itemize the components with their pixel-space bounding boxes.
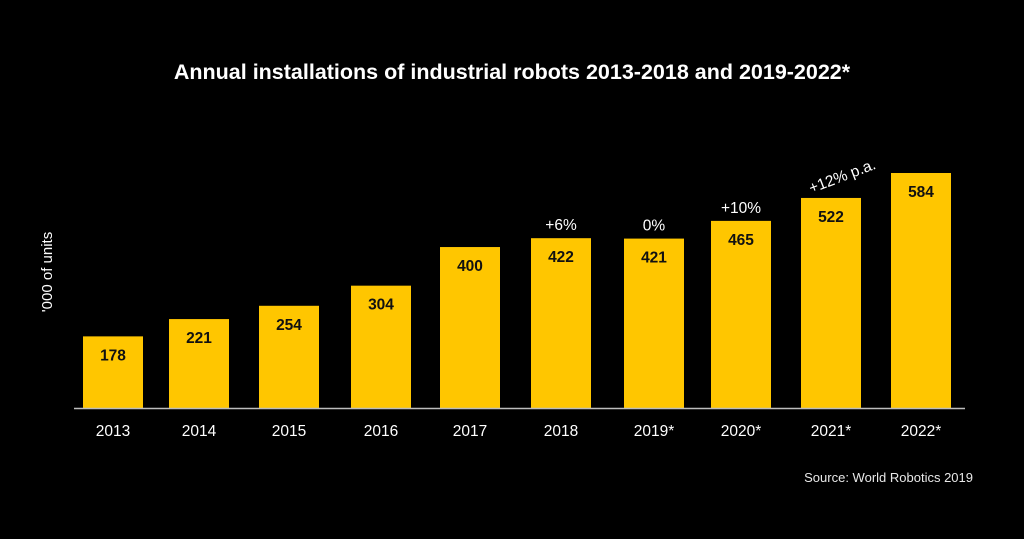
bar-2016 [351, 285, 411, 408]
data-label: 584 [908, 184, 934, 201]
data-label: 178 [100, 347, 126, 364]
x-tick-label: 2021* [811, 423, 852, 440]
x-tick-label: 2015 [272, 423, 306, 440]
x-tick-label: 2019* [634, 423, 675, 440]
growth-annotation: 0% [643, 218, 666, 235]
bar-2018 [531, 238, 591, 408]
x-tick-labels: 2013 2014 2015 2016 2017 2018 2019* 2020* 2021* 2… [96, 423, 942, 440]
chart-title: Annual installations of industrial robot… [174, 60, 851, 84]
bar-2017 [440, 247, 500, 408]
source-note: Source: World Robotics 2019 [804, 470, 973, 485]
bar-2021 [801, 197, 861, 408]
bar-2020 [711, 220, 771, 408]
bar-2022 [891, 173, 951, 408]
bar-2015 [259, 305, 319, 408]
data-label: 254 [276, 317, 302, 334]
x-tick-label: 2017 [453, 423, 487, 440]
data-label: 221 [186, 330, 212, 347]
growth-annotation: +10% [721, 200, 761, 217]
x-tick-label: 2018 [544, 423, 578, 440]
data-label: 522 [818, 209, 844, 226]
bars-group: 178 221 254 304 400 422 421 465 522 584 [83, 173, 951, 408]
y-axis-label: '000 of units [39, 232, 56, 312]
x-tick-label: 2016 [364, 423, 398, 440]
bar-2019 [624, 238, 684, 408]
x-tick-label: 2022* [901, 423, 942, 440]
x-tick-label: 2020* [721, 423, 762, 440]
data-label: 400 [457, 258, 483, 275]
data-label: 421 [641, 250, 667, 267]
data-label: 422 [548, 249, 574, 266]
bar-2014 [169, 319, 229, 408]
x-tick-label: 2013 [96, 423, 130, 440]
data-label: 465 [728, 232, 754, 249]
data-label: 304 [368, 297, 394, 314]
x-tick-label: 2014 [182, 423, 217, 440]
growth-annotation: +6% [545, 217, 577, 234]
growth-annotation: +12% p.a. [807, 156, 879, 197]
bar-2013 [83, 336, 143, 408]
